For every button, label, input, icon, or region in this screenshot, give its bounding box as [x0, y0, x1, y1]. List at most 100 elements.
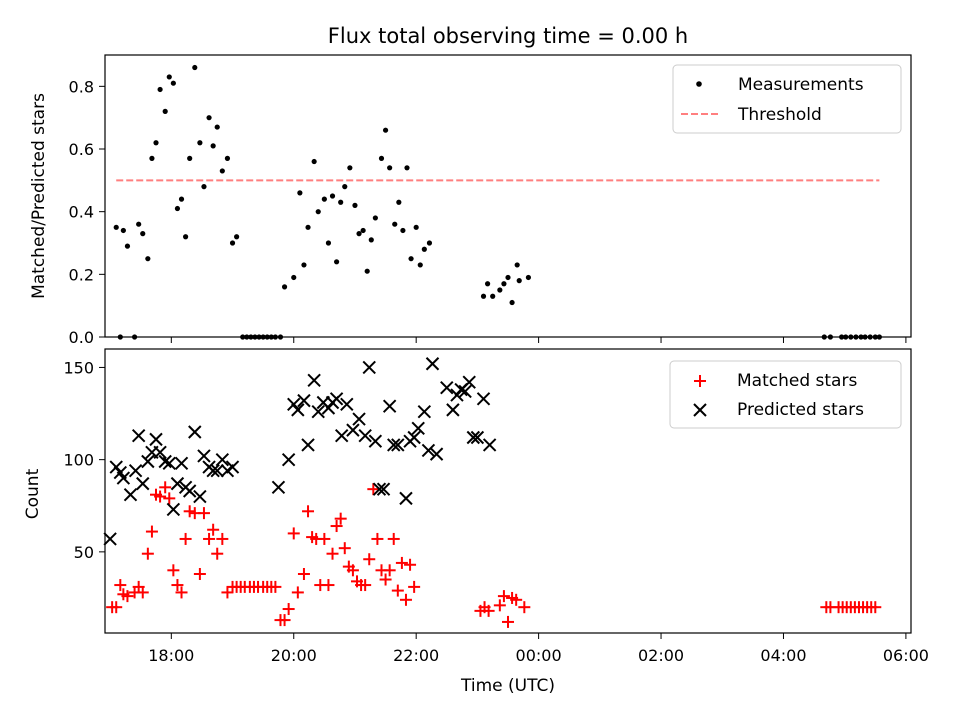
predicted-star-point — [411, 421, 425, 436]
predicted-star-point — [281, 452, 296, 467]
predicted-star-point — [358, 428, 372, 443]
legend-matched-marker — [694, 375, 706, 387]
matched-star-point — [282, 603, 295, 616]
measurement-point — [124, 243, 131, 249]
predicted-star-point — [429, 447, 444, 461]
measurement-point — [301, 262, 307, 268]
predicted-star-point — [225, 460, 240, 474]
predicted-star-point — [470, 430, 485, 445]
measurement-point — [315, 209, 321, 215]
matched-star-point — [269, 580, 282, 593]
predicted-star-point — [340, 397, 354, 412]
predicted-star-mark-b — [368, 434, 383, 448]
matched-star-point — [207, 523, 220, 536]
predicted-star-mark-b — [429, 447, 444, 461]
measurement-point — [305, 224, 311, 230]
measurement-point — [140, 231, 146, 237]
predicted-star-point — [362, 360, 376, 375]
matched-star-point — [318, 532, 331, 545]
measurement-point — [325, 240, 332, 246]
matched-star-point — [287, 527, 300, 540]
predicted-star-point — [368, 434, 383, 448]
predicted-star-point — [301, 438, 315, 452]
matched-star-point — [183, 505, 196, 518]
predicted-star-point — [103, 532, 117, 546]
predicted-star-mark-b — [174, 456, 189, 471]
predicted-star-point — [215, 452, 230, 467]
predicted-star-mark-b — [206, 464, 220, 478]
x-tick-label: 02:00 — [638, 646, 684, 665]
measurement-point — [516, 278, 522, 284]
predicted-star-point — [287, 397, 301, 412]
measurement-point — [514, 262, 520, 268]
predicted-star-point — [382, 399, 397, 413]
predicted-star-point — [166, 502, 181, 517]
predicted-star-mark-b — [158, 454, 172, 469]
matched-star-point — [399, 593, 412, 606]
predicted-star-mark-b — [215, 452, 230, 467]
predicted-star-point — [149, 432, 163, 447]
predicted-star-mark-b — [307, 373, 321, 388]
legend-measurements-marker — [696, 81, 702, 87]
measurement-point — [509, 299, 515, 306]
predicted-star-mark-b — [340, 397, 354, 412]
predicted-star-point — [162, 456, 176, 471]
measurement-point — [426, 240, 433, 246]
predicted-star-point — [458, 384, 472, 399]
predicted-star-mark-b — [417, 404, 432, 419]
matched-star-point — [278, 614, 291, 627]
bottom-panel-legend: Matched stars Predicted stars — [669, 360, 902, 429]
predicted-star-point — [476, 392, 491, 406]
predicted-star-point — [450, 388, 464, 402]
matched-star-point — [338, 542, 351, 555]
predicted-star-mark-b — [166, 502, 181, 517]
x-tick-label: 22:00 — [393, 646, 439, 665]
top-panel-frame — [104, 54, 912, 338]
matched-star-point — [121, 590, 134, 603]
y-tick-label: 0.6 — [69, 140, 94, 159]
y-tick-label: 100 — [63, 451, 94, 470]
x-tick-label: 04:00 — [760, 646, 806, 665]
measurement-point — [364, 268, 370, 274]
matched-star-point — [334, 512, 347, 525]
predicted-star-mark-b — [297, 393, 311, 408]
predicted-star-point — [193, 489, 207, 504]
measurement-point — [157, 86, 163, 93]
measurement-point — [329, 193, 336, 199]
matched-star-point — [211, 547, 224, 560]
measurement-point — [490, 293, 496, 299]
predicted-star-point — [446, 403, 460, 417]
predicted-star-mark-b — [391, 438, 405, 452]
predicted-star-mark-b — [291, 403, 305, 417]
measurement-point — [333, 259, 340, 265]
matched-star-point — [203, 532, 216, 545]
measurement-point — [408, 256, 414, 262]
predicted-star-point — [188, 425, 202, 439]
matched-star-point — [502, 615, 514, 628]
predicted-star-point — [425, 357, 440, 371]
y-tick-label: 150 — [63, 358, 94, 377]
measurement-point — [166, 74, 172, 80]
matched-star-point — [482, 604, 495, 617]
predicted-star-mark-b — [466, 430, 481, 445]
measurement-point — [396, 199, 402, 205]
measurement-point — [417, 262, 423, 268]
legend-measurements-label: Measurements — [738, 75, 864, 95]
y-tick-label: 50 — [74, 543, 94, 562]
predicted-star-mark-b — [411, 421, 425, 436]
predicted-star-mark-b — [462, 375, 476, 389]
predicted-star-point — [210, 464, 224, 478]
x-tick-label: 18:00 — [148, 646, 194, 665]
predicted-star-point — [271, 480, 286, 495]
measurement-point — [372, 215, 378, 221]
measurement-point — [392, 221, 398, 227]
predicted-star-mark-b — [329, 392, 344, 406]
predicted-star-mark-b — [197, 449, 211, 463]
top-panel-y-ticks: 0.0 0.2 0.4 0.6 0.8 — [69, 77, 105, 347]
predicted-star-mark-b — [193, 489, 207, 504]
matched-star-point — [367, 483, 380, 496]
predicted-star-mark-b — [123, 487, 138, 502]
matched-star-point — [497, 590, 510, 603]
y-tick-label: 0.2 — [69, 265, 94, 284]
